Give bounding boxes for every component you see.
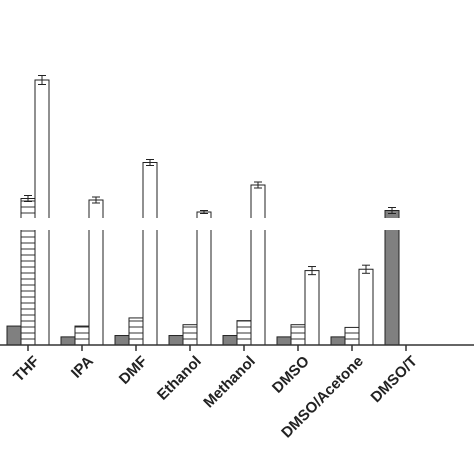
axis-break-gap	[196, 218, 212, 230]
bar-ipa-s1	[60, 336, 76, 346]
category-label-dmso-t: DMSO/T	[368, 353, 421, 406]
bar-methanol-s2	[236, 320, 252, 346]
bar-thf-s1	[6, 325, 22, 346]
category-label-thf: THF	[10, 353, 43, 386]
axis-break-gap	[88, 218, 104, 230]
bar-ipa-s2	[74, 325, 90, 346]
axis-break-gap	[20, 218, 36, 230]
bar-dmso-t-s1	[384, 210, 400, 346]
axis-break-layer	[20, 218, 400, 230]
x-ticks-layer	[27, 345, 407, 351]
axis-break-gap	[384, 218, 400, 230]
bar-dmso-s1	[276, 336, 292, 346]
bar-dmf-s2	[128, 317, 144, 346]
category-label-dmso: DMSO	[269, 353, 313, 397]
category-label-ethanol: Ethanol	[154, 353, 205, 404]
bar-ethanol-s2	[182, 324, 198, 346]
axis-break-gap	[34, 218, 50, 230]
bar-thf-s3	[34, 79, 50, 346]
bar-dmso-s3	[304, 270, 320, 346]
bar-dmso-acetone-s1	[330, 336, 346, 346]
bar-dmso-s2	[290, 324, 306, 346]
bar-dmf-s3	[142, 162, 158, 346]
axis-break-gap	[142, 218, 158, 230]
bar-dmso-acetone-s3	[358, 268, 374, 346]
category-label-methanol: Methanol	[200, 353, 259, 412]
axis-break-gap	[250, 218, 266, 230]
category-label-ipa: IPA	[68, 353, 97, 382]
bar-methanol-s1	[222, 335, 238, 346]
bar-ethanol-s3	[196, 211, 212, 346]
bar-methanol-s3	[250, 184, 266, 346]
category-label-dmf: DMF	[116, 353, 151, 388]
bar-dmf-s1	[114, 335, 130, 346]
bar-ethanol-s1	[168, 335, 184, 346]
error-bars-layer	[24, 75, 396, 276]
bar-dmso-acetone-s2	[344, 326, 360, 346]
bars-layer	[6, 79, 400, 346]
